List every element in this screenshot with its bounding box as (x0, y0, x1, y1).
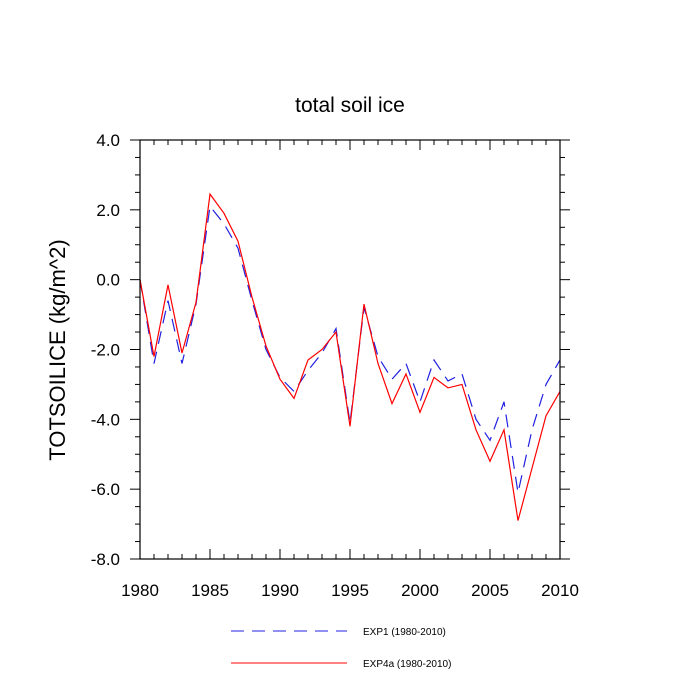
legend-label-2: EXP4a (1980-2010) (363, 659, 451, 670)
y-tick-label: -2.0 (91, 341, 120, 360)
y-tick-labels: 4.0 2.0 0.0 -2.0 -4.0 -6.0 -8.0 (91, 131, 120, 569)
y-tick-label: 0.0 (96, 271, 120, 290)
y-tick-label: -4.0 (91, 410, 120, 429)
x-tick-label: 1990 (261, 581, 299, 600)
series-lines (139, 192, 561, 521)
legend-label-1: EXP1 (1980-2010) (363, 627, 446, 638)
x-tick-label: 1995 (331, 581, 369, 600)
x-tick-label: 2010 (541, 581, 579, 600)
y-axis-label: TOTSOILICE (kg/m^2) (45, 239, 70, 460)
y-tick-label: -8.0 (91, 550, 120, 569)
x-tick-labels: 1980 1985 1990 1995 2000 2005 2010 (121, 581, 579, 600)
y-tick-label: 4.0 (96, 131, 120, 150)
series-line-1 (139, 204, 561, 493)
series-line-2 (139, 192, 561, 521)
y-tick-label: -6.0 (91, 480, 120, 499)
chart-title: total soil ice (295, 94, 405, 117)
x-tick-label: 2005 (471, 581, 509, 600)
legend: EXP1 (1980-2010) EXP4a (1980-2010) (231, 627, 451, 670)
axis-ticks (130, 139, 570, 560)
x-tick-label: 1985 (191, 581, 229, 600)
y-tick-label: 2.0 (96, 201, 120, 220)
x-tick-label: 1980 (121, 581, 159, 600)
x-tick-label: 2000 (401, 581, 439, 600)
plot-frame (139, 139, 561, 560)
